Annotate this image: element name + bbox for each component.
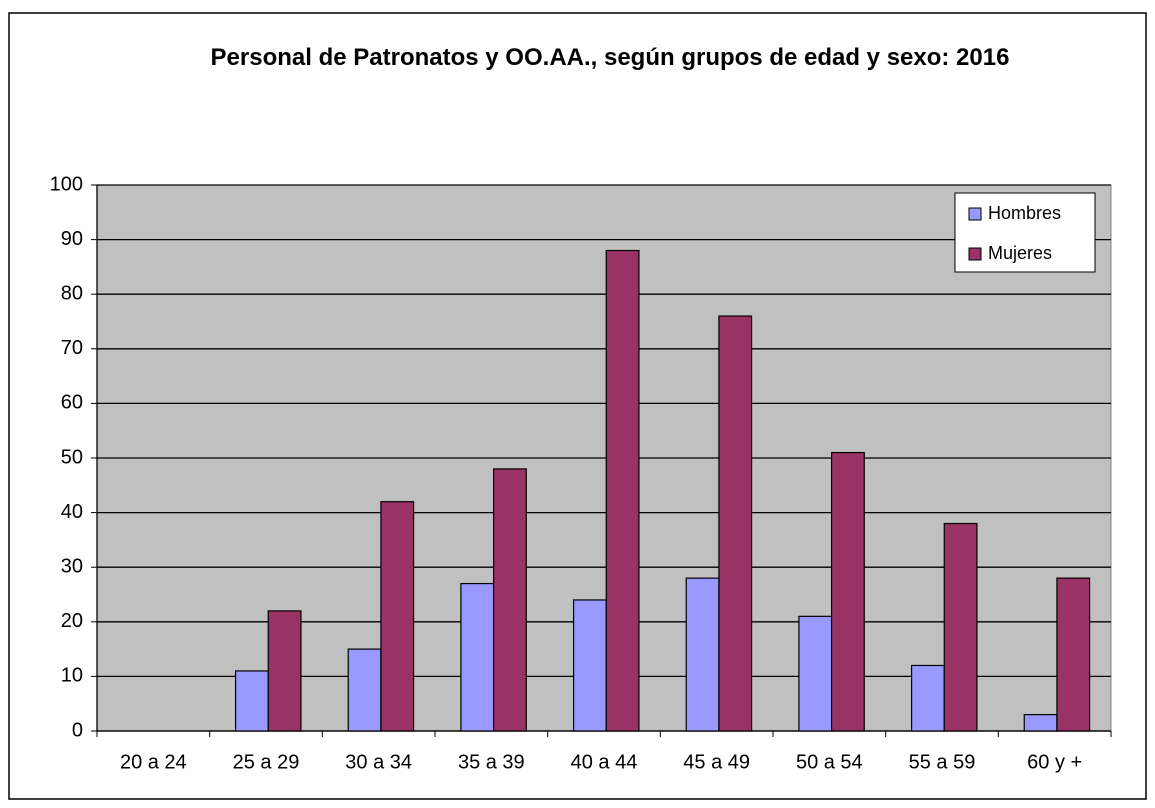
x-tick-label: 45 a 49 xyxy=(683,751,750,773)
y-tick-label: 30 xyxy=(61,555,83,577)
bar xyxy=(605,249,640,732)
y-tick-label: 90 xyxy=(61,228,83,250)
x-tick-label: 50 a 54 xyxy=(796,751,863,773)
legend-label: Mujeres xyxy=(988,243,1052,263)
bar xyxy=(572,599,607,732)
bar xyxy=(910,664,945,732)
bar xyxy=(685,577,720,732)
bar xyxy=(234,670,269,732)
bar xyxy=(460,582,495,732)
legend-swatch xyxy=(968,207,982,221)
x-tick-label: 60 y + xyxy=(1027,751,1082,773)
chart-title: Personal de Patronatos y OO.AA., según g… xyxy=(210,44,1010,71)
y-tick-label: 40 xyxy=(61,501,83,523)
bar xyxy=(798,615,833,732)
y-tick-label: 0 xyxy=(72,719,83,741)
x-tick-label: 55 a 59 xyxy=(909,751,976,773)
y-tick-label: 20 xyxy=(61,610,83,632)
bar xyxy=(492,468,527,732)
bar xyxy=(830,451,865,732)
bar xyxy=(267,610,302,732)
bar xyxy=(1023,714,1058,732)
legend-label: Hombres xyxy=(988,203,1061,223)
legend-swatch xyxy=(968,247,982,261)
bar xyxy=(718,315,753,732)
bar xyxy=(380,501,415,732)
y-tick-label: 70 xyxy=(61,337,83,359)
x-tick-label: 30 a 34 xyxy=(345,751,412,773)
bar xyxy=(943,522,978,732)
bar xyxy=(347,648,382,732)
x-tick-label: 25 a 29 xyxy=(233,751,300,773)
bar xyxy=(1056,577,1091,732)
x-tick-label: 20 a 24 xyxy=(120,751,187,773)
x-tick-label: 40 a 44 xyxy=(571,751,638,773)
y-tick-label: 60 xyxy=(61,392,83,414)
x-tick-label: 35 a 39 xyxy=(458,751,525,773)
y-tick-label: 10 xyxy=(61,665,83,687)
y-tick-label: 50 xyxy=(61,446,83,468)
y-tick-label: 100 xyxy=(50,173,83,195)
y-tick-label: 80 xyxy=(61,282,83,304)
